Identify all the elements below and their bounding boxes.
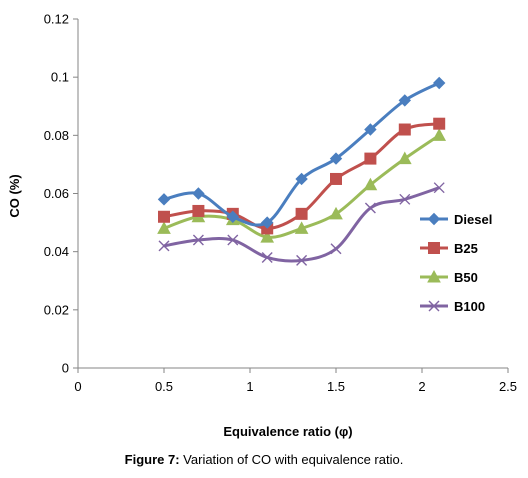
legend-label-b100: B100 (454, 299, 485, 314)
x-marker-stroke (192, 234, 204, 246)
y-tick-label: 0.1 (51, 70, 69, 85)
data-point-b100 (399, 193, 411, 205)
legend-item-b25: B25 (420, 241, 478, 256)
data-point-b100 (192, 234, 204, 246)
legend-label-b25: B25 (454, 241, 478, 256)
data-point-diesel (295, 172, 308, 186)
legend-marker-b100 (428, 300, 440, 312)
data-point-b25 (364, 152, 377, 165)
data-point-b50 (157, 221, 171, 234)
series-b50 (157, 128, 447, 243)
data-point-b50 (329, 206, 343, 220)
data-point-diesel (432, 76, 446, 90)
data-point-b100 (158, 240, 170, 252)
data-point-b25 (398, 123, 411, 136)
data-point-diesel (329, 152, 343, 165)
data-point-b25 (192, 204, 205, 217)
x-marker-stroke (399, 193, 411, 205)
data-point-b25 (433, 117, 446, 130)
data-point-b100 (296, 254, 308, 266)
data-point-b25 (330, 172, 342, 185)
y-tick-label: 0.12 (44, 12, 69, 27)
data-point-b100 (433, 182, 445, 194)
data-point-diesel (260, 216, 274, 229)
data-point-diesel (398, 94, 412, 107)
data-point-diesel (192, 187, 205, 200)
legend-item-b50: B50 (420, 269, 478, 285)
y-tick-label: 0.04 (44, 244, 69, 259)
data-point-b50 (432, 128, 447, 141)
axes: 0 0.02 0.04 0.06 0.08 0.1 0.12 0 0.5 1 1.5 2 2.5 (44, 12, 517, 395)
series-diesel (157, 76, 446, 229)
x-marker-stroke (364, 202, 376, 214)
legend-item-b100: B100 (420, 299, 485, 314)
figure-caption-text: Variation of CO with equivalence ratio. (179, 452, 404, 467)
y-tick-label: 0.02 (44, 302, 69, 317)
series-layer (157, 76, 447, 266)
data-point-b25 (295, 207, 308, 220)
legend-item-diesel: Diesel (420, 212, 492, 227)
x-tick-label: 0.5 (155, 379, 173, 394)
x-marker-stroke (261, 251, 273, 263)
y-tick-label: 0.08 (44, 128, 69, 143)
co-line-chart: 0 0.02 0.04 0.06 0.08 0.1 0.12 0 0.5 1 1.5 2 2.5 Die… (7, 12, 517, 440)
x-marker-stroke (330, 243, 342, 255)
data-point-b50 (260, 230, 275, 243)
data-point-b100 (364, 202, 376, 214)
data-point-b100 (330, 243, 342, 255)
x-marker-stroke (428, 300, 440, 312)
data-point-diesel (226, 210, 240, 223)
legend-label-b50: B50 (454, 270, 478, 285)
data-point-b25 (158, 210, 170, 223)
figure-caption: Figure 7: Variation of CO with equivalen… (0, 452, 528, 467)
x-tick-label: 2.5 (499, 379, 517, 394)
legend-marker-b50 (427, 269, 441, 283)
x-marker-stroke (227, 234, 239, 246)
x-marker-stroke (158, 240, 170, 252)
data-point-diesel (157, 193, 171, 206)
figure-caption-label: Figure 7: (124, 452, 180, 467)
x-tick-label: 2 (418, 379, 425, 394)
x-marker-stroke (296, 254, 308, 266)
data-point-b50 (363, 177, 378, 191)
data-point-b50 (397, 151, 412, 165)
series-line-diesel (163, 81, 440, 227)
x-tick-label: 1.5 (327, 379, 345, 394)
legend: Diesel B25 B50 B100 (420, 212, 492, 314)
x-tick-label: 1 (246, 379, 253, 394)
data-point-b50 (294, 221, 309, 234)
legend-label-diesel: Diesel (454, 212, 492, 227)
y-axis-title: CO (%) (7, 174, 22, 217)
series-b100 (158, 182, 445, 266)
y-tick-label: 0.06 (44, 186, 69, 201)
data-point-b100 (261, 251, 273, 263)
data-point-b100 (227, 234, 239, 246)
y-tick-label: 0 (62, 361, 69, 376)
x-tick-label: 0 (74, 379, 81, 394)
legend-marker-diesel (427, 212, 441, 226)
x-axis-title: Equivalence ratio (φ) (223, 424, 352, 439)
x-marker-stroke (433, 182, 445, 194)
legend-marker-b25 (428, 242, 440, 254)
data-point-diesel (364, 123, 377, 136)
